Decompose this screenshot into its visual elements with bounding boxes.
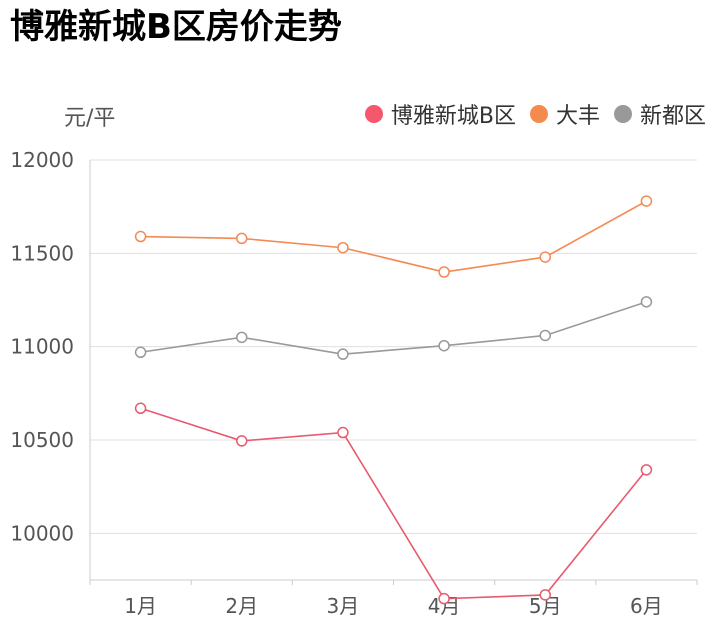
data-point-0-3[interactable] xyxy=(438,592,450,605)
data-point-1-0[interactable] xyxy=(134,230,147,243)
data-point-0-4[interactable] xyxy=(539,589,551,601)
data-point-2-5[interactable] xyxy=(640,296,653,308)
x-tick-label: 1月 xyxy=(124,594,157,618)
data-point-1-5[interactable] xyxy=(640,195,653,207)
chart-title: 博雅新城B区房价走势 xyxy=(10,7,342,47)
data-point-1-4[interactable] xyxy=(539,251,551,263)
data-point-0-2[interactable] xyxy=(337,426,349,439)
y-tick-label: 11500 xyxy=(10,241,74,265)
data-point-2-2[interactable] xyxy=(337,348,349,360)
data-point-1-2[interactable] xyxy=(337,241,349,254)
data-point-2-3[interactable] xyxy=(438,339,450,352)
y-axis-unit: 元/平 xyxy=(64,106,116,131)
legend-item-boya[interactable]: 博雅新城B区 xyxy=(364,98,516,130)
legend-dot-xindu xyxy=(613,105,632,123)
legend-label-dafeng: 大丰 xyxy=(555,104,600,129)
y-tick-label: 10500 xyxy=(10,428,74,452)
series-line-1 xyxy=(140,200,647,273)
x-tick-label: 6月 xyxy=(630,594,663,618)
y-tick-label: 12000 xyxy=(10,148,74,172)
y-tick-label: 10000 xyxy=(10,521,74,545)
data-point-2-0[interactable] xyxy=(134,346,147,359)
legend-dot-boya xyxy=(364,105,383,123)
data-point-2-4[interactable] xyxy=(539,329,551,342)
data-point-0-5[interactable] xyxy=(640,464,653,476)
legend-label-boya: 博雅新城B区 xyxy=(390,104,516,129)
legend: 博雅新城B区 大丰 新都区 xyxy=(364,98,706,130)
data-point-0-0[interactable] xyxy=(134,402,147,415)
legend-label-xindu: 新都区 xyxy=(639,104,706,129)
legend-item-xindu[interactable]: 新都区 xyxy=(613,98,706,130)
data-point-1-1[interactable] xyxy=(236,232,248,245)
data-point-0-1[interactable] xyxy=(236,435,248,447)
x-tick-label: 2月 xyxy=(225,594,258,618)
data-point-1-3[interactable] xyxy=(438,266,450,278)
data-point-2-1[interactable] xyxy=(236,331,248,344)
series-line-2 xyxy=(140,301,647,355)
x-tick-label: 3月 xyxy=(327,594,360,618)
series-line-0 xyxy=(140,407,648,600)
legend-dot-dafeng xyxy=(529,105,548,123)
y-tick-label: 11000 xyxy=(10,335,74,359)
legend-item-dafeng[interactable]: 大丰 xyxy=(529,98,600,130)
